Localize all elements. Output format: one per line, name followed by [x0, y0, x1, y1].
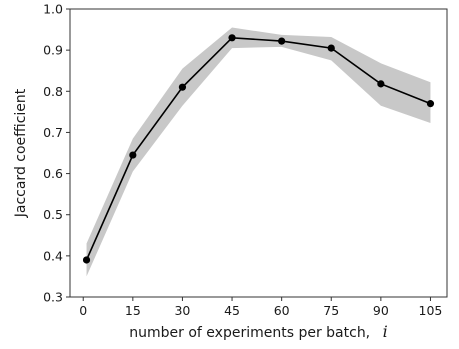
- data-point: [178, 83, 187, 91]
- x-axis-label-text: number of experiments per batch,: [129, 325, 370, 341]
- x-tick-label: 60: [274, 303, 290, 318]
- data-point: [426, 100, 435, 108]
- y-tick-label: 0.9: [43, 43, 63, 58]
- x-tick-label: 30: [174, 303, 190, 318]
- x-tick-label: 0: [79, 303, 87, 318]
- data-point: [82, 256, 91, 264]
- x-axis-label: number of experiments per batch, i: [129, 322, 387, 341]
- series-line: [85, 36, 431, 261]
- y-tick-label: 0.7: [43, 125, 63, 140]
- data-point: [278, 37, 286, 45]
- y-tick-label: 0.8: [43, 84, 63, 99]
- data-point: [228, 34, 236, 42]
- y-tick-label: 1.0: [43, 2, 63, 17]
- plot-frame: [69, 8, 448, 298]
- data-point: [327, 44, 335, 52]
- series-line-layer: [85, 36, 431, 261]
- x-axis-label-variable: i: [383, 322, 388, 341]
- confidence-band-layer: [86, 27, 431, 277]
- x-axis-ticks: 0 15 30 45 60 75 90 105: [79, 297, 442, 318]
- x-tick-label: 90: [373, 303, 389, 318]
- y-axis-ticks: 0.3 0.4 0.5 0.6 0.7 0.8 0.9 1.0: [43, 2, 70, 305]
- x-tick-label: 15: [125, 303, 141, 318]
- y-tick-label: 0.3: [43, 290, 63, 305]
- x-tick-label: 105: [419, 303, 443, 318]
- data-point: [377, 80, 385, 88]
- y-axis-label: Jaccard coefficient: [13, 88, 29, 218]
- x-tick-label: 45: [224, 303, 240, 318]
- data-point: [129, 151, 137, 159]
- x-tick-label: 75: [323, 303, 339, 318]
- y-tick-label: 0.6: [43, 166, 63, 181]
- y-tick-label: 0.5: [43, 207, 63, 222]
- confidence-band: [86, 27, 431, 277]
- y-tick-label: 0.4: [43, 248, 63, 263]
- data-points-layer: [82, 34, 435, 264]
